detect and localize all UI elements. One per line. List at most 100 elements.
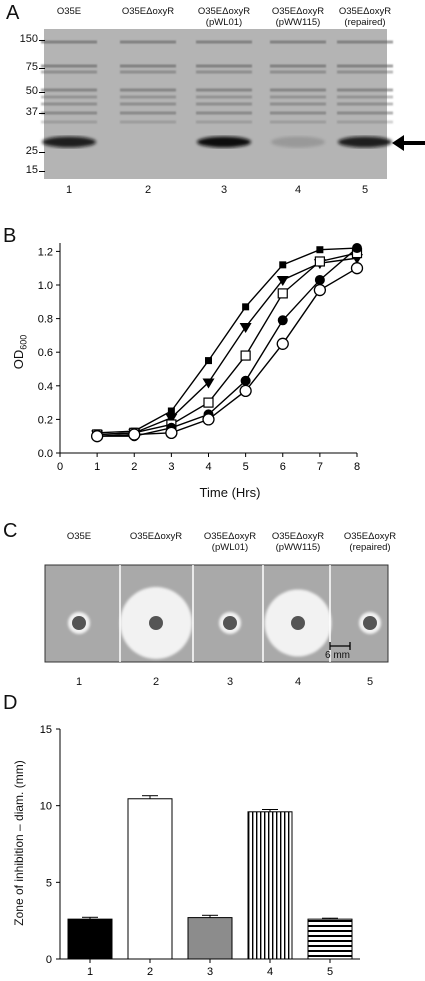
mw-marker-label: 50	[25, 85, 38, 97]
lane-header-strain: O35E	[66, 531, 92, 542]
x-tick-label: 2	[147, 966, 153, 978]
gel-faint-band	[120, 64, 176, 68]
data-point-open-circle	[165, 426, 178, 439]
gel-faint-band	[41, 102, 97, 106]
lane-number: 5	[361, 184, 369, 196]
lane-header-plasmid: (repaired)	[349, 542, 391, 553]
chart-d-ylabel: Zone of inhibition – diam. (mm)	[12, 760, 26, 926]
gel-faint-band	[120, 88, 176, 92]
gel-main-band	[271, 136, 325, 148]
bar	[67, 918, 113, 960]
mw-marker-label: 15	[25, 164, 38, 176]
gel-faint-band	[120, 70, 176, 74]
lane-number: 2	[152, 676, 160, 688]
lane-header: O35EΔoxyR (pWW115)	[256, 531, 340, 553]
x-tick-label: 3	[207, 966, 213, 978]
lane-header-strain: O35E	[56, 6, 82, 17]
mw-marker-label: 25	[25, 145, 38, 157]
x-tick-label: 3	[168, 461, 174, 473]
gel-main-band	[338, 136, 392, 148]
disk	[291, 616, 305, 630]
y-tick-label: 0.6	[38, 347, 53, 359]
lane-header-strain: O35EΔoxyR	[343, 531, 397, 542]
lane-header: O35EΔoxyR (pWL01)	[188, 531, 272, 553]
lane-header-plasmid: (pWL01)	[205, 17, 243, 28]
plate-well	[68, 612, 90, 634]
lane-number: 1	[75, 676, 83, 688]
mw-marker-tick	[39, 171, 45, 172]
gel-faint-band	[270, 120, 326, 124]
lane-header-strain: O35EΔoxyR	[197, 6, 251, 17]
gel-faint-band	[270, 70, 326, 74]
y-tick-label: 0.4	[38, 381, 53, 393]
data-point-open-square	[314, 256, 325, 267]
lane-header-plasmid: (pWL01)	[211, 542, 249, 553]
x-tick-label: 7	[317, 461, 323, 473]
panel-a-gel	[41, 29, 425, 179]
bar	[247, 811, 293, 960]
x-tick-label: 1	[87, 966, 93, 978]
panel-c-label: C	[3, 520, 18, 542]
gel-faint-band	[337, 64, 393, 68]
lane-header-strain: O35EΔoxyR	[271, 6, 325, 17]
bar	[187, 917, 233, 960]
lane-number: 4	[294, 676, 302, 688]
lane-number: 3	[226, 676, 234, 688]
gel-faint-band	[196, 120, 252, 124]
y-tick-label: 0.2	[38, 414, 53, 426]
plate-well	[219, 612, 241, 634]
lane-header-plasmid: (pWW115)	[275, 542, 321, 553]
y-tick-label: 1.0	[38, 280, 53, 292]
lane-number: 4	[294, 184, 302, 196]
plate-well	[120, 587, 192, 659]
inhibition-bar-chart: 0 5 10 15 1 2 3 4 5	[40, 724, 360, 978]
y-tick-label: 0	[46, 954, 52, 966]
gel-faint-band	[270, 95, 326, 99]
lane-header: O35E	[37, 531, 121, 542]
gel-faint-band	[337, 102, 393, 106]
disk	[223, 616, 237, 630]
gel-faint-band	[120, 95, 176, 99]
gel-faint-band	[337, 88, 393, 92]
series-line	[97, 267, 358, 437]
gel-faint-band	[337, 120, 393, 124]
lane-header-strain: O35EΔoxyR	[121, 6, 175, 17]
data-point-filled-square	[316, 246, 324, 254]
data-point-filled-triangle	[239, 323, 252, 333]
lane-number: 5	[366, 676, 374, 688]
gel-faint-band	[41, 95, 97, 99]
lane-header: O35EΔoxyR (repaired)	[323, 6, 407, 28]
data-point-open-circle	[202, 413, 215, 426]
data-point-filled-square	[242, 303, 250, 311]
gel-faint-band	[337, 95, 393, 99]
series-line	[97, 252, 358, 436]
gel-faint-band	[196, 40, 252, 44]
lane-header: O35EΔoxyR (repaired)	[328, 531, 412, 553]
growth-curve-chart: 0 1 2 3 4 5 6 7 8 0.0 0.2 0.4 0.6 0.8 1.0 1.2	[38, 243, 364, 473]
mw-marker-tick	[39, 68, 45, 69]
gel-faint-band	[270, 40, 326, 44]
y-tick-label: 15	[40, 724, 52, 736]
disk	[72, 616, 86, 630]
gel-faint-band	[337, 70, 393, 74]
x-tick-label: 5	[243, 461, 249, 473]
mw-marker-label: 150	[19, 33, 38, 45]
lane-number: 3	[220, 184, 228, 196]
lane-header: O35EΔoxyR	[106, 6, 190, 17]
mw-marker-label: 75	[25, 61, 38, 73]
lane-header-plasmid: (repaired)	[344, 17, 386, 28]
panel-b-label: B	[3, 225, 17, 247]
lane-header-strain: O35EΔoxyR	[129, 531, 183, 542]
lane-number: 2	[144, 184, 152, 196]
gel-faint-band	[120, 40, 176, 44]
data-point-filled-circle	[314, 274, 325, 285]
mw-marker-tick	[39, 40, 45, 41]
lane-number: 1	[65, 184, 73, 196]
plate-strip	[44, 564, 389, 663]
data-point-open-circle	[313, 283, 327, 297]
data-point-filled-triangle	[276, 275, 289, 286]
data-point-filled-circle	[352, 243, 362, 254]
ylabel-subscript: 600	[18, 334, 29, 350]
gel-faint-band	[120, 111, 176, 115]
panel-c-plates	[44, 564, 389, 663]
